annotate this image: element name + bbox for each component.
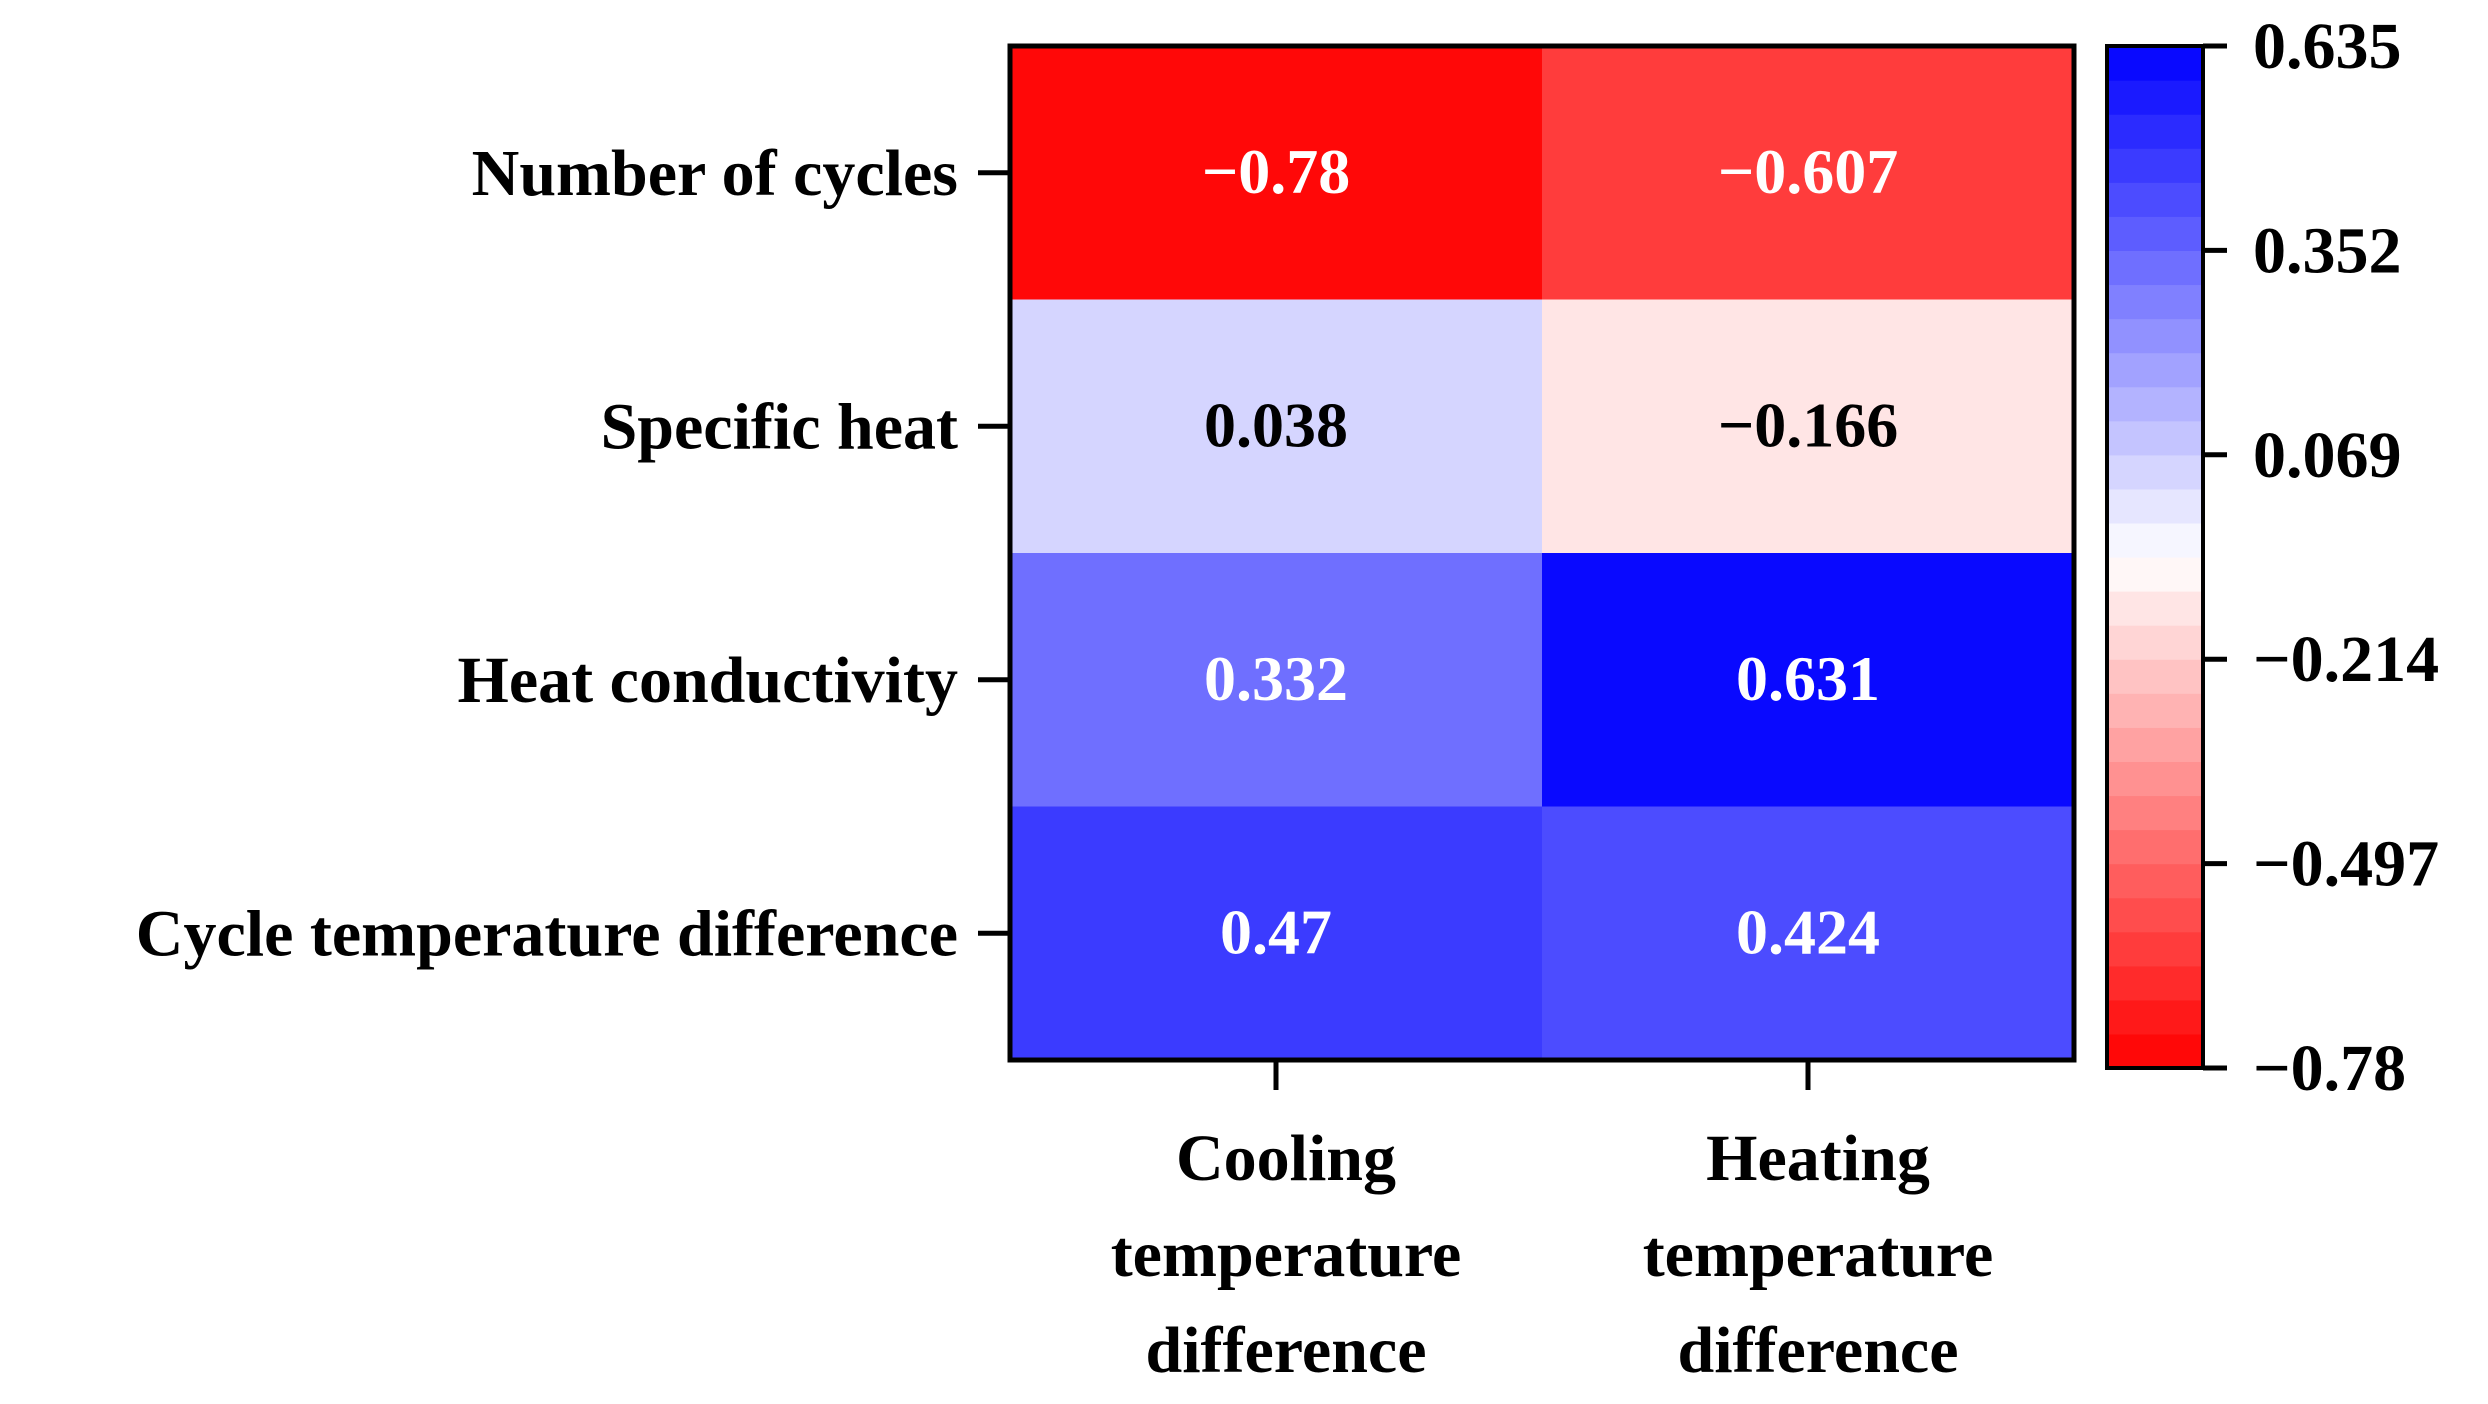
colorbar-tick-label: 0.069 [2253, 419, 2402, 492]
y-tick-label: Cycle temperature difference [136, 897, 958, 970]
cell-value-label: 0.038 [1204, 389, 1348, 460]
colorbar-tick-label: −0.78 [2253, 1032, 2406, 1105]
colorbar-segment [2107, 488, 2203, 524]
colorbar-segment [2107, 454, 2203, 490]
colorbar-segment [2107, 863, 2203, 899]
colorbar-segment [2107, 114, 2203, 149]
colorbar-segment [2107, 625, 2203, 660]
colorbar-segment [2107, 386, 2203, 422]
colorbar-segment [2107, 693, 2203, 728]
cell-value-label: −0.607 [1718, 136, 1898, 207]
x-tick-label: Cooling [1176, 1122, 1396, 1195]
colorbar-frame [2105, 44, 2205, 1070]
colorbar-segment [2107, 148, 2203, 183]
colorbar-segment [2107, 897, 2203, 933]
colorbar: 0.635 0.352 0.069 −0.214 −0.497 −0.78 [2105, 10, 2439, 1105]
y-tick-label: Heat conductivity [458, 644, 958, 717]
row-axis: Number of cycles Specific heat Heat conduc… [136, 137, 1010, 970]
colorbar-segment [2107, 352, 2203, 388]
cell-value-label: −0.78 [1202, 136, 1350, 207]
colorbar-segment [2107, 829, 2203, 865]
x-tick-label: temperature [1111, 1218, 1462, 1291]
heatmap-cell [1542, 553, 2075, 807]
colorbar-segment [2107, 727, 2203, 762]
colorbar-segment [2107, 965, 2203, 1001]
heatmap-cell [1010, 46, 1543, 300]
colorbar-tick-label: −0.214 [2253, 623, 2439, 696]
colorbar-segment [2107, 284, 2203, 320]
colorbar-segment [2107, 80, 2203, 115]
x-tick-label: difference [1678, 1314, 1959, 1387]
colorbar-segment [2107, 46, 2203, 81]
cell-value-label: 0.424 [1736, 896, 1880, 967]
y-tick-label: Number of cycles [472, 137, 958, 210]
colorbar-segment [2107, 216, 2203, 251]
y-tick-label: Specific heat [601, 390, 958, 463]
colorbar-segment [2107, 522, 2203, 558]
colorbar-tick-label: 0.352 [2253, 214, 2402, 287]
heatmap-cell [1010, 553, 1543, 807]
colorbar-segment [2107, 420, 2203, 456]
cell-value-label: 0.631 [1736, 643, 1880, 714]
colorbar-segment [2107, 318, 2203, 354]
heatmap-cell [1542, 299, 2075, 554]
colorbar-segment [2107, 761, 2203, 797]
plot-frame [1007, 43, 2077, 1063]
colorbar-segment [2107, 659, 2203, 694]
heatmap-cell [1542, 46, 2075, 300]
colorbar-segment [2107, 591, 2203, 626]
x-tick-label: Heating [1706, 1122, 1930, 1195]
column-axis: Cooling temperature difference Heating tempe… [1111, 1060, 1994, 1387]
colorbar-tick-label: 0.635 [2253, 10, 2402, 83]
colorbar-segment [2107, 1033, 2203, 1069]
colorbar-segment [2107, 931, 2203, 967]
colorbar-segment [2107, 250, 2203, 286]
heatmap-cell [1010, 806, 1543, 1061]
cell-value-label: 0.47 [1220, 896, 1332, 967]
colorbar-segment [2107, 795, 2203, 831]
heatmap-cell [1542, 806, 2075, 1061]
cell-value-label: 0.332 [1204, 643, 1348, 714]
heatmap-cell [1010, 299, 1543, 554]
colorbar-segment [2107, 557, 2203, 592]
x-tick-label: difference [1146, 1314, 1427, 1387]
x-tick-label: temperature [1643, 1218, 1994, 1291]
cell-value-label: −0.166 [1718, 389, 1898, 460]
colorbar-segment [2107, 999, 2203, 1035]
colorbar-segment [2107, 182, 2203, 217]
colorbar-tick-label: −0.497 [2253, 828, 2439, 901]
heatmap-cells: −0.78 −0.607 0.038 −0.166 0.332 0.631 0.47 0.42… [1010, 46, 2075, 1061]
